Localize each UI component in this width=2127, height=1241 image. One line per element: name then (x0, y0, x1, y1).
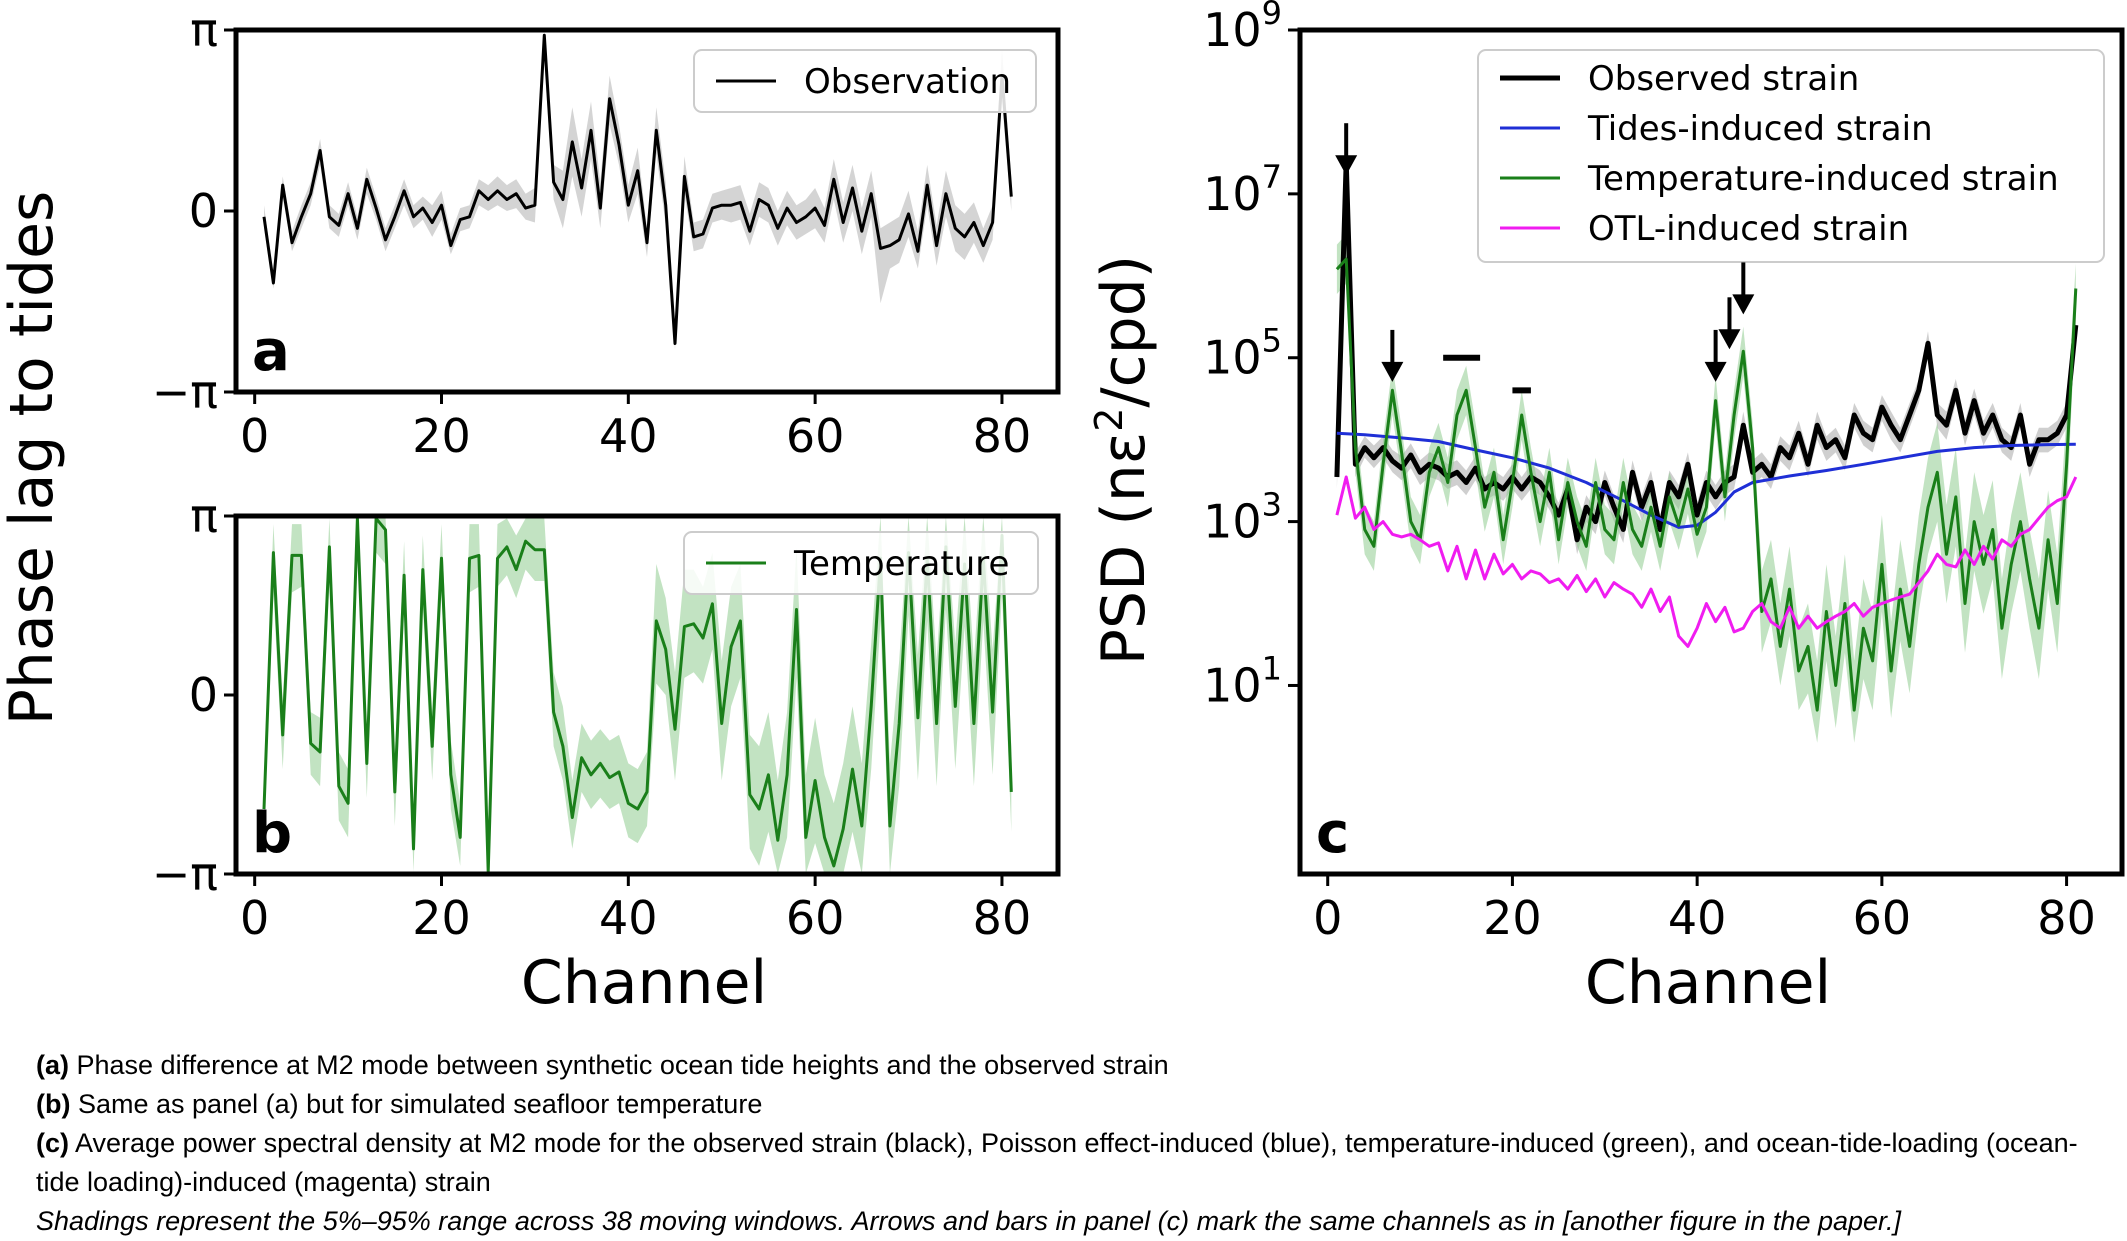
y-tick-label-b-2: −π (152, 847, 218, 901)
y-tick-exp-c-0: 1 (1262, 649, 1282, 687)
y-tick-label-c-1: 103 (1203, 486, 1282, 549)
y-tick-label-c-4: 109 (1203, 0, 1282, 57)
x-tick-label-a-80: 80 (973, 409, 1032, 463)
y-tick-label-a-1: 0 (189, 184, 218, 238)
y-tick-base-c-0: 10 (1203, 658, 1262, 712)
y-tick-exp-c-2: 5 (1262, 322, 1282, 360)
x-tick-label-a-40: 40 (599, 409, 658, 463)
figure-caption: (a) Phase difference at M2 mode between … (36, 1046, 2096, 1241)
panel-letter-c: c (1316, 801, 1349, 866)
series-line-b-0 (262, 516, 1013, 874)
x-tick-label-c-40: 40 (1668, 891, 1727, 945)
y-tick-exp-c-3: 7 (1262, 158, 1282, 196)
y-tick-exp-c-1: 3 (1262, 486, 1282, 524)
marker-arrow-head-1 (1381, 361, 1404, 382)
caption-text-c: Average power spectral density at M2 mod… (36, 1128, 2078, 1197)
caption-label-c: (c) (36, 1128, 69, 1158)
x-tick-label-b-40: 40 (599, 891, 658, 945)
legend-box-c (1477, 49, 2105, 263)
legend-b: Temperature (683, 531, 1039, 595)
y-tick-label-b-1: 0 (189, 668, 218, 722)
y-tick-label-c-2: 105 (1203, 322, 1282, 385)
caption-line-b: (b) Same as panel (a) but for simulated … (36, 1085, 2096, 1124)
plot-area-a (262, 32, 1013, 350)
plot-area-b (262, 516, 1013, 874)
x-axis-label-channel-ab: Channel (521, 948, 767, 1018)
legend-label-b-0: Temperature (793, 544, 1009, 584)
legend-label-a-0: Observation (804, 62, 1011, 102)
panel-b-phase-temperature: 0 20 40 60 80 π 0 −π b Temperature (152, 489, 1061, 945)
marker-arrow-head-2 (1704, 361, 1727, 382)
plot-area-c (1334, 144, 2079, 743)
y-tick-label-a-2: −π (152, 365, 218, 419)
y-tick-base-c-4: 10 (1203, 3, 1262, 57)
psd-label-main: PSD (nε (1089, 432, 1159, 665)
legend-box-a (693, 49, 1037, 113)
y-tick-label-b-0: π (190, 489, 218, 543)
panel-letter-b: b (252, 801, 292, 866)
x-tick-label-a-20: 20 (412, 409, 471, 463)
x-tick-label-a-0: 0 (240, 409, 269, 463)
legend-box-b (683, 531, 1039, 595)
caption-label-a: (a) (36, 1050, 69, 1080)
series-line-c-2 (1335, 257, 2078, 712)
panel-a-phase-observation: 0 20 40 60 80 π 0 −π a Observation (152, 3, 1061, 463)
y-tick-label-a-0: π (190, 3, 218, 57)
x-tick-label-c-60: 60 (1853, 891, 1912, 945)
caption-text-a: Phase difference at M2 mode between synt… (69, 1050, 1169, 1080)
band-a-0 (264, 32, 1012, 350)
y-tick-base-c-2: 10 (1203, 331, 1262, 385)
series-line-c-3 (1335, 475, 2078, 648)
x-tick-label-b-80: 80 (973, 891, 1032, 945)
frame-c (1297, 27, 2125, 877)
y-axis-label-psd: PSD (nε2/cpd) (1087, 255, 1159, 665)
marker-arrow-head-3 (1718, 329, 1741, 350)
legend-label-c-3: OTL-induced strain (1588, 209, 1909, 249)
x-axis-label-channel-c: Channel (1585, 948, 1831, 1018)
psd-label-tail: /cpd) (1089, 255, 1159, 408)
y-tick-base-c-3: 10 (1203, 167, 1262, 221)
x-tick-label-c-20: 20 (1483, 891, 1542, 945)
caption-text-b: Same as panel (a) but for simulated seaf… (70, 1089, 763, 1119)
y-axis-label-phase: Phase lag to tides (0, 191, 67, 726)
series-line-c-0 (1334, 158, 2079, 543)
marker-arrow-head-0 (1335, 155, 1358, 176)
y-tick-label-c-0: 101 (1203, 649, 1282, 712)
x-tick-label-b-60: 60 (786, 891, 845, 945)
psd-label-sup: 2 (1087, 408, 1131, 432)
y-tick-base-c-1: 10 (1203, 495, 1262, 549)
caption-label-b: (b) (36, 1089, 71, 1119)
caption-note: Shadings represent the 5%–95% range acro… (36, 1206, 1902, 1236)
series-line-c-1 (1336, 431, 2076, 529)
legend-c: Observed strain Tides-induced strain Tempe… (1477, 49, 2105, 263)
marker-arrow-head-4 (1732, 294, 1755, 315)
caption-line-a: (a) Phase difference at M2 mode between … (36, 1046, 2096, 1085)
legend-a: Observation (693, 49, 1037, 113)
x-tick-label-b-0: 0 (240, 891, 269, 945)
y-tick-exp-c-4: 9 (1262, 0, 1282, 32)
x-tick-label-c-0: 0 (1313, 891, 1342, 945)
x-tick-label-b-20: 20 (412, 891, 471, 945)
x-tick-label-a-60: 60 (786, 409, 845, 463)
legend-label-c-1: Tides-induced strain (1587, 109, 1933, 149)
x-tick-label-c-80: 80 (2037, 891, 2096, 945)
panel-letter-a: a (252, 319, 290, 384)
caption-line-c: (c) Average power spectral density at M2… (36, 1124, 2096, 1202)
series-line-a-0 (262, 33, 1013, 345)
legend-label-c-0: Observed strain (1588, 59, 1859, 99)
legend-label-c-2: Temperature-induced strain (1587, 159, 2059, 199)
y-tick-label-c-3: 107 (1203, 158, 1282, 221)
